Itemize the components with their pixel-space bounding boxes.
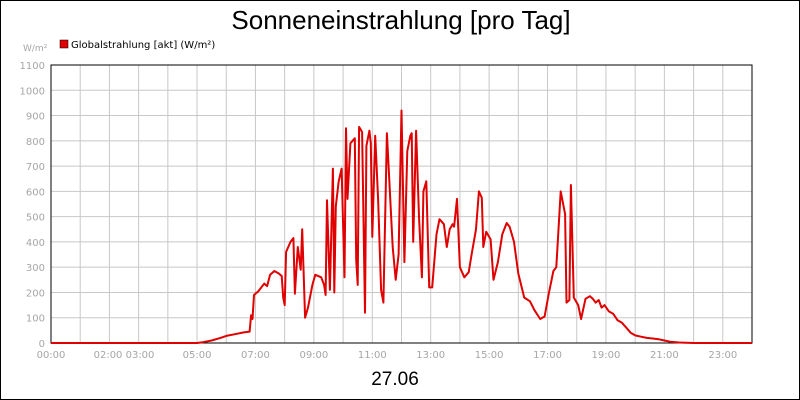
x-tick-label: 15:00 — [475, 350, 504, 361]
y-axis-ticks: 0 100 200 300 400 500 600 700 800 900 1000 1100 — [20, 61, 45, 350]
x-tick-label: 21:00 — [650, 350, 679, 361]
x-tick-label: 11:00 — [358, 350, 387, 361]
y-tick-label: 0 — [39, 339, 45, 350]
y-tick-label: 1000 — [20, 86, 45, 97]
legend-label: Globalstrahlung [akt] (W/m²) — [71, 40, 215, 51]
y-tick-label: 900 — [26, 112, 45, 123]
y-tick-label: 300 — [26, 263, 45, 274]
series-line — [51, 109, 752, 344]
x-tick-label: 07:00 — [241, 350, 270, 361]
y-unit-label: W/m² — [23, 44, 48, 54]
x-tick-label: 09:00 — [299, 350, 328, 361]
x-axis-ticks: 00:00 02:00 03:00 05:00 07:00 09:00 11:00 13:0… — [37, 350, 738, 361]
x-tick-label: 02:00 03:00 — [94, 350, 155, 361]
plot-border — [50, 64, 753, 344]
x-tick-label: 00:00 — [37, 350, 66, 361]
chart-title: Sonneneinstrahlung [pro Tag] — [231, 5, 570, 35]
y-tick-label: 800 — [26, 137, 45, 148]
x-tick-label: 23:00 — [708, 350, 737, 361]
x-tick-label: 17:00 — [533, 350, 562, 361]
y-tick-label: 600 — [26, 187, 45, 198]
date-label: 27.06 — [371, 369, 419, 390]
chart-grid — [50, 64, 753, 344]
y-tick-label: 500 — [26, 213, 45, 224]
y-tick-label: 200 — [26, 288, 45, 299]
y-tick-label: 700 — [26, 162, 45, 173]
legend-swatch — [59, 39, 69, 49]
x-tick-label: 19:00 — [592, 350, 621, 361]
y-tick-label: 1100 — [20, 61, 45, 72]
x-tick-label: 13:00 — [416, 350, 445, 361]
y-tick-label: 100 — [26, 314, 45, 325]
x-tick-label: 05:00 — [183, 350, 212, 361]
y-tick-label: 400 — [26, 238, 45, 249]
plot-area — [51, 109, 752, 344]
